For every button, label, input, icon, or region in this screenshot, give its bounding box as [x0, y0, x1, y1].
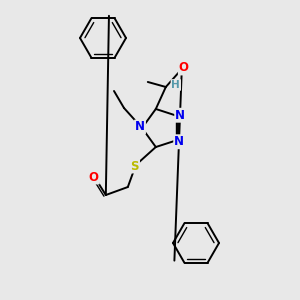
Text: S: S — [130, 160, 139, 172]
Text: H: H — [171, 80, 180, 90]
Text: N: N — [135, 121, 145, 134]
Text: O: O — [179, 61, 189, 74]
Text: N: N — [174, 135, 184, 148]
Text: N: N — [175, 109, 185, 122]
Text: O: O — [89, 170, 99, 184]
